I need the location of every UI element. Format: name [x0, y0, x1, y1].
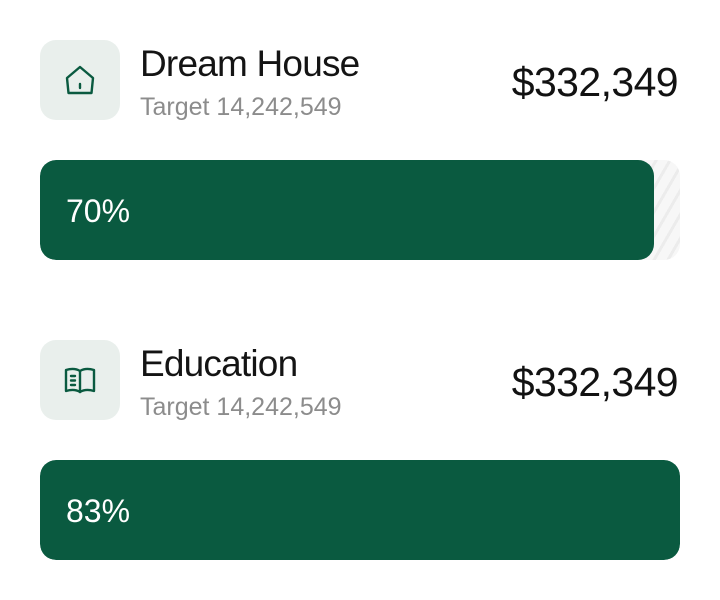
progress-track: 83% [40, 460, 680, 560]
goal-amount: $332,349 [511, 359, 679, 405]
progress-track: 70% [40, 160, 680, 260]
goal-target: Target 14,242,549 [140, 393, 342, 421]
book-icon [64, 367, 96, 394]
goal-amount: $332,349 [511, 59, 679, 105]
goal-title: Dream House [140, 43, 360, 84]
goal-icon-tile [40, 40, 120, 120]
goal-card-dream-house[interactable]: Dream House Target 14,242,549 $332,349 7… [40, 40, 680, 260]
goal-target: Target 14,242,549 [140, 93, 342, 121]
house-icon [65, 65, 95, 95]
goal-card-education[interactable]: Education Target 14,242,549 $332,349 83% [40, 340, 680, 560]
goal-icon-tile [40, 340, 120, 420]
progress-label: 83% [66, 493, 131, 529]
progress-fill [40, 160, 655, 260]
progress-label: 70% [66, 193, 131, 229]
progress-fill [40, 460, 680, 560]
goal-title: Education [140, 343, 298, 384]
